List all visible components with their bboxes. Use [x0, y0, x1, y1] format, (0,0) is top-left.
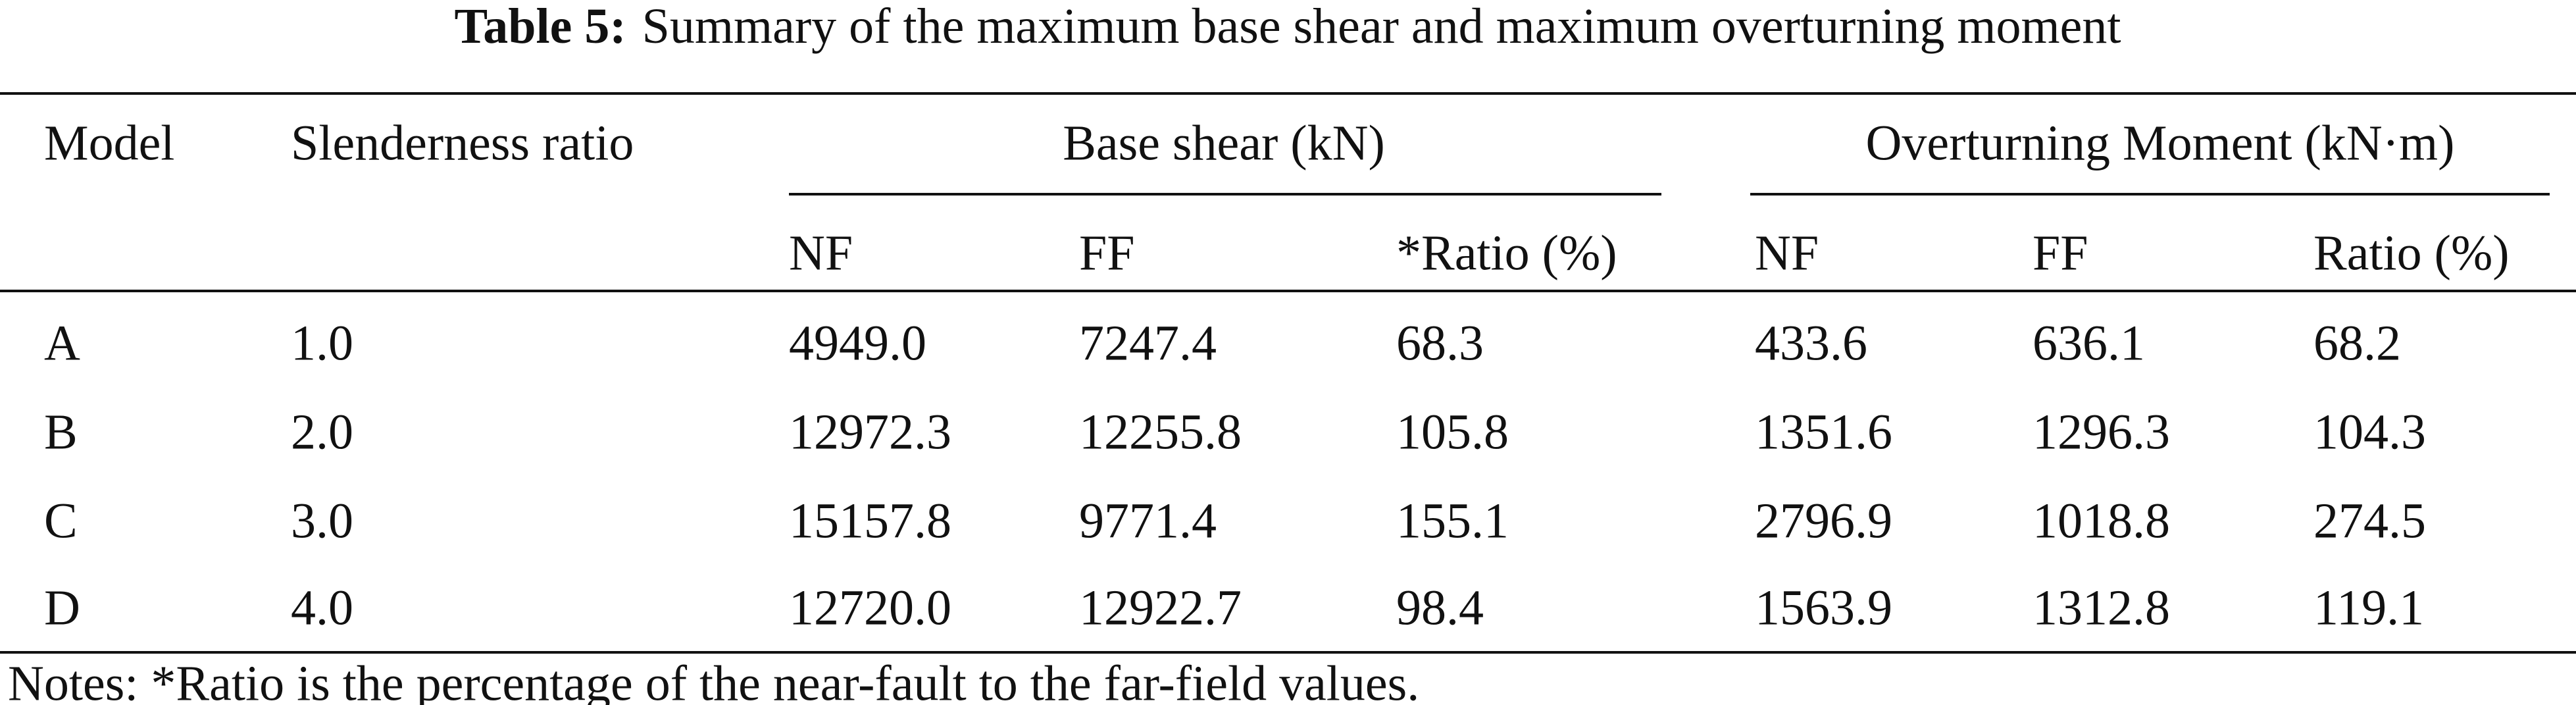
table-cell: 68.3 [1396, 315, 1484, 371]
table-cell: 7247.4 [1079, 315, 1217, 371]
table-cell: 2796.9 [1755, 493, 1892, 548]
table-cell: 2.0 [291, 404, 353, 459]
table-cell: 3.0 [291, 493, 353, 548]
table-cell: 4949.0 [789, 315, 926, 371]
table-cell: 12255.8 [1079, 404, 1242, 459]
column-header: Slenderness ratio [291, 115, 634, 170]
column-header: Model [44, 115, 174, 170]
table-cell: 104.3 [2313, 404, 2426, 459]
table-cell: 9771.4 [1079, 493, 1217, 548]
table-cell: 119.1 [2313, 580, 2424, 635]
table-title: Table 5: Summary of the maximum base shea… [454, 0, 2121, 54]
subcolumn-header: FF [2033, 225, 2088, 280]
subcolumn-header: NF [789, 225, 853, 280]
subcolumn-header: *Ratio (%) [1396, 225, 1617, 280]
table-cell: 636.1 [2033, 315, 2145, 371]
table-cell: 433.6 [1755, 315, 1867, 371]
table-cell: B [44, 404, 78, 459]
subcolumn-header: Ratio (%) [2313, 225, 2510, 280]
subcolumn-header: NF [1755, 225, 1819, 280]
table-label: Table 5: [454, 0, 626, 54]
table-cell: 1312.8 [2033, 580, 2170, 635]
table-cell: C [44, 493, 78, 548]
table-cell: 12972.3 [789, 404, 951, 459]
table-cell: 274.5 [2313, 493, 2426, 548]
table-cell: 4.0 [291, 580, 353, 635]
table-cell: 105.8 [1396, 404, 1509, 459]
table-cell: 68.2 [2313, 315, 2401, 371]
table-cell: 155.1 [1396, 493, 1509, 548]
table-cell: 12922.7 [1079, 580, 1242, 635]
table-cell: D [44, 580, 80, 635]
table-cell: 98.4 [1396, 580, 1484, 635]
table-cell: 1563.9 [1755, 580, 1892, 635]
table-cell: 1351.6 [1755, 404, 1892, 459]
table-cell: 12720.0 [789, 580, 951, 635]
table-cell: 1.0 [291, 315, 353, 371]
notes: Notes: *Ratio is the percentage of the n… [8, 656, 1419, 705]
table-cell: A [44, 315, 80, 371]
title-text: Summary of the maximum base shear and ma… [642, 0, 2121, 54]
table-cell: 15157.8 [789, 493, 951, 548]
group-header: Overturning Moment (kN·m) [1866, 115, 2455, 170]
table-cell: 1296.3 [2033, 404, 2170, 459]
subcolumn-header: FF [1079, 225, 1135, 280]
group-header: Base shear (kN) [1063, 115, 1385, 170]
table-cell: 1018.8 [2033, 493, 2170, 548]
